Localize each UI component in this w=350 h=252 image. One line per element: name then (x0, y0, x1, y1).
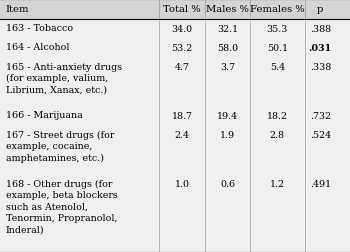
Bar (0, 58, 350, 107)
Text: 18.7: 18.7 (172, 112, 193, 121)
Bar (0, 0, 350, 19)
Text: 0.6: 0.6 (220, 179, 235, 188)
Text: .732: .732 (310, 112, 331, 121)
Text: .524: .524 (310, 130, 331, 139)
Text: Item: Item (6, 5, 29, 14)
Text: 53.2: 53.2 (172, 44, 193, 53)
Text: 58.0: 58.0 (217, 44, 238, 53)
Bar (0, 175, 350, 252)
Text: 18.2: 18.2 (267, 112, 288, 121)
Text: 2.4: 2.4 (175, 130, 189, 139)
Text: 2.8: 2.8 (270, 130, 285, 139)
Text: 34.0: 34.0 (172, 25, 193, 34)
Text: 50.1: 50.1 (267, 44, 288, 53)
Text: .388: .388 (310, 25, 331, 34)
Text: .031: .031 (309, 44, 332, 53)
Bar (0, 107, 350, 126)
Text: 168 - Other drugs (for
example, beta blockers
such as Atenolol,
Tenormin, Propra: 168 - Other drugs (for example, beta blo… (6, 179, 117, 234)
Text: .338: .338 (310, 62, 331, 72)
Text: .491: .491 (310, 179, 331, 188)
Text: 163 - Tobacco: 163 - Tobacco (6, 24, 73, 33)
Text: 19.4: 19.4 (217, 112, 238, 121)
Text: 3.7: 3.7 (220, 62, 235, 72)
Text: 166 - Marijuana: 166 - Marijuana (6, 111, 82, 120)
Text: 4.7: 4.7 (175, 62, 189, 72)
Text: Males %: Males % (206, 5, 249, 14)
Text: 165 - Anti-anxiety drugs
(for example, valium,
Librium, Xanax, etc.): 165 - Anti-anxiety drugs (for example, v… (6, 62, 122, 94)
Text: 1.9: 1.9 (220, 130, 235, 139)
Text: 164 - Alcohol: 164 - Alcohol (6, 43, 69, 52)
Text: 5.4: 5.4 (270, 62, 285, 72)
Text: 167 - Street drugs (for
example, cocaine,
amphetamines, etc.): 167 - Street drugs (for example, cocaine… (6, 130, 114, 163)
Text: Females %: Females % (250, 5, 305, 14)
Text: 35.3: 35.3 (267, 25, 288, 34)
Text: 1.0: 1.0 (175, 179, 189, 188)
Bar (0, 126, 350, 175)
Text: p: p (317, 5, 323, 14)
Bar (0, 19, 350, 39)
Text: 1.2: 1.2 (270, 179, 285, 188)
Text: 32.1: 32.1 (217, 25, 238, 34)
Text: Total %: Total % (163, 5, 201, 14)
Bar (0, 39, 350, 58)
